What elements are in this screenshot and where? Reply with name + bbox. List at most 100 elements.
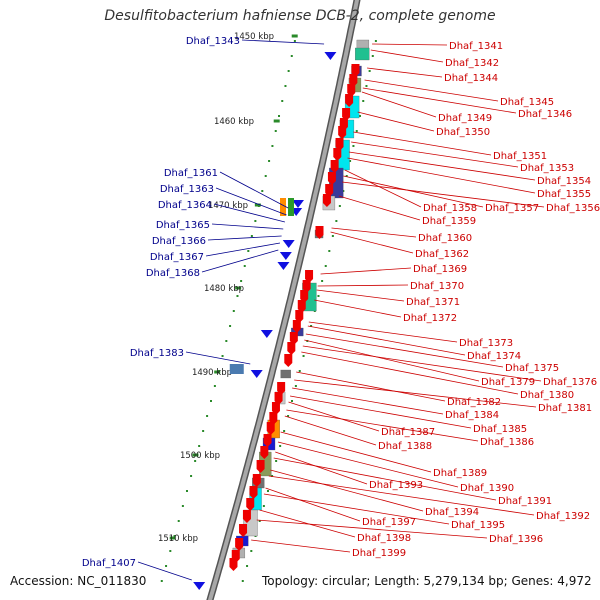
leader-line-right: [342, 181, 545, 208]
right-track-dot: [302, 355, 305, 357]
left-track-dot: [229, 325, 232, 327]
left-track-dot: [247, 250, 250, 252]
scale-tick-label: 1510 kbp: [158, 534, 198, 544]
right-track-dot: [331, 235, 334, 237]
gene-arrow-forward: [269, 411, 278, 425]
right-track-dot: [359, 115, 362, 117]
left-track-dot: [160, 580, 163, 582]
left-track-dot: [206, 415, 209, 417]
left-track-dot: [190, 475, 193, 477]
gene-label-left: Dhaf_1367: [150, 252, 204, 263]
gene-label-right: Dhaf_1376: [543, 377, 597, 388]
left-track-dot: [261, 190, 264, 192]
gene-label-right: Dhaf_1360: [418, 233, 472, 244]
gene-arrow-forward: [292, 320, 301, 334]
leader-line-right: [307, 325, 466, 356]
gene-label-left: Dhaf_1343: [186, 36, 240, 47]
right-track-dot: [324, 265, 327, 267]
right-track-dot: [310, 325, 313, 327]
leader-line-right: [331, 227, 417, 238]
left-track-dot: [173, 535, 176, 537]
gene-arrow-reverse: [193, 582, 206, 590]
left-track-dot: [232, 310, 235, 312]
gene-label-right: Dhaf_1398: [357, 533, 411, 544]
gene-arrow-forward: [325, 183, 334, 197]
gene-label-right: Dhaf_1350: [436, 127, 490, 138]
leader-line-right: [268, 475, 535, 516]
gene-arrow-reverse: [279, 252, 292, 260]
leader-line-right: [353, 131, 492, 156]
left-track-dot: [278, 115, 281, 117]
gene-arrow-forward: [284, 354, 293, 368]
left-track-dot: [243, 265, 246, 267]
gene-arrow-forward: [287, 342, 296, 356]
leader-line-right: [256, 519, 488, 539]
right-track-dot: [294, 385, 297, 387]
gene-arrow-reverse: [250, 370, 263, 378]
gene-label-right: Dhaf_1381: [538, 403, 592, 414]
left-track-dot: [281, 100, 284, 102]
leader-line-right: [277, 441, 459, 488]
gene-label-right: Dhaf_1355: [537, 189, 591, 200]
gene-arrow-forward: [274, 391, 283, 405]
left-track-dot: [268, 160, 271, 162]
gene-arrow-forward: [327, 171, 336, 185]
gene-label-left: Dhaf_1366: [152, 236, 206, 247]
gene-label-right: Dhaf_1382: [447, 397, 501, 408]
left-track-dot: [169, 550, 172, 552]
right-track-dot: [258, 520, 261, 522]
leader-line-right: [286, 409, 479, 442]
leader-line-right: [344, 169, 422, 208]
gene-label-right: Dhaf_1349: [438, 113, 492, 124]
scale-tick: [169, 536, 176, 540]
gene-arrow-forward: [333, 148, 342, 162]
scale-tick-label: 1470 kbp: [208, 201, 248, 211]
left-track-dot: [210, 400, 212, 402]
right-track-dot: [352, 145, 355, 147]
leader-line-left: [215, 187, 287, 216]
gene-arrow-forward: [349, 74, 358, 88]
gene-label-right: Dhaf_1344: [444, 73, 498, 84]
gene-arrow-forward: [322, 194, 331, 208]
leader-line-left: [219, 171, 289, 209]
leader-line-left: [241, 39, 325, 45]
right-track-dot: [246, 565, 249, 567]
scale-tick: [214, 370, 221, 374]
left-track-dot: [250, 235, 253, 237]
gene-arrow-forward: [252, 474, 261, 488]
scale-tick: [192, 453, 199, 457]
gene-block-left: [288, 198, 294, 216]
gene-label-right: Dhaf_1394: [425, 507, 479, 518]
right-track-dot: [279, 445, 282, 447]
gene-block-left: [280, 198, 286, 216]
leader-line-right: [367, 67, 443, 78]
gene-label-right: Dhaf_1345: [500, 97, 554, 108]
gene-arrow-forward: [315, 225, 324, 239]
gene-arrow-forward: [263, 434, 272, 448]
leader-line-right: [351, 141, 519, 168]
left-track-dot: [165, 565, 168, 567]
right-track-dot: [374, 40, 377, 42]
scale-tick-label: 1450 kbp: [234, 32, 274, 42]
leader-line-left: [207, 235, 282, 241]
gene-label-left: Dhaf_1365: [156, 220, 210, 231]
leader-line-left: [211, 223, 284, 230]
right-track-dot: [335, 220, 338, 222]
right-track-dot: [355, 130, 358, 132]
leader-line-right: [308, 321, 458, 343]
gene-arrow-forward: [300, 289, 309, 303]
leader-line-right: [301, 351, 519, 395]
leader-line-right: [330, 231, 414, 254]
gene-arrow-forward: [246, 498, 255, 511]
gene-label-right: Dhaf_1359: [422, 216, 476, 227]
gene-arrow-forward: [335, 138, 344, 152]
right-track-dot: [250, 550, 253, 552]
right-track-dot: [338, 205, 341, 207]
leader-line-right: [320, 267, 412, 275]
gene-label-right: Dhaf_1389: [433, 468, 487, 479]
leader-line-right: [348, 151, 536, 181]
gene-label-left: Dhaf_1407: [82, 558, 136, 569]
gene-label-right: Dhaf_1388: [378, 441, 432, 452]
left-track-dot: [264, 175, 267, 177]
right-track-dot: [362, 100, 365, 102]
